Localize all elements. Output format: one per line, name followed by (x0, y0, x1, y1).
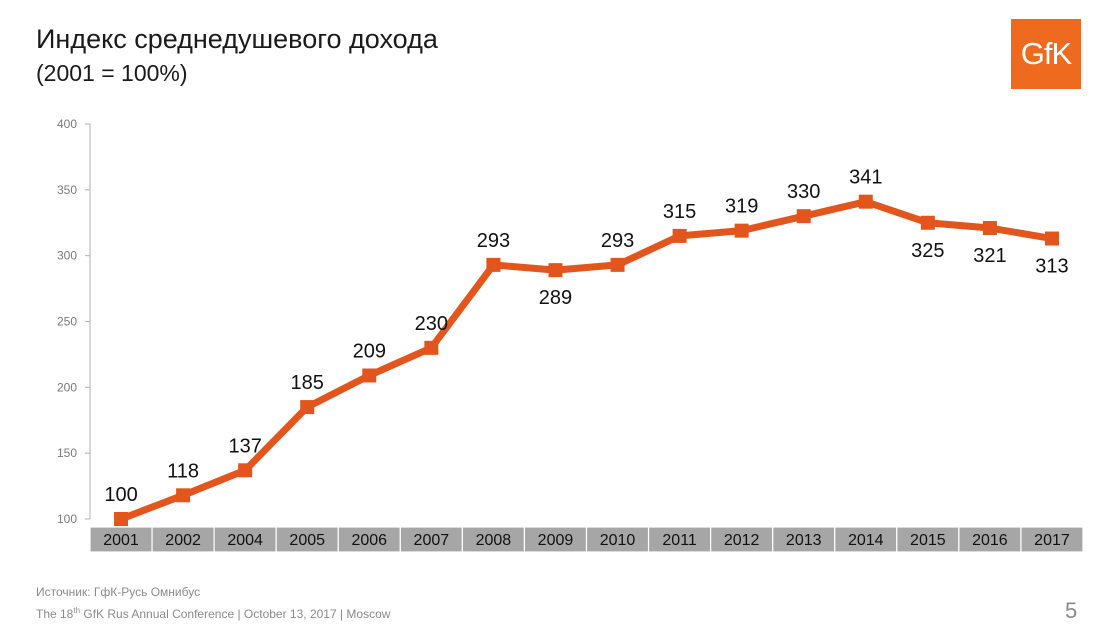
source-note: Источник: ГфК-Русь Омнибус (36, 585, 201, 599)
data-point (424, 340, 439, 355)
conference-note-sup: th (73, 606, 81, 615)
x-tick-label: 2016 (972, 532, 1008, 549)
data-point (362, 368, 377, 383)
page-number: 5 (1065, 598, 1078, 623)
data-label: 185 (291, 372, 324, 394)
x-tick-label: 2012 (724, 532, 760, 549)
x-tick-label: 2009 (538, 532, 574, 549)
y-tick-label: 250 (57, 315, 77, 329)
x-tick-label: 2010 (600, 532, 636, 549)
x-tick-label: 2006 (351, 532, 387, 549)
data-point (610, 257, 625, 272)
data-label: 321 (973, 245, 1006, 267)
chart-subtitle: (2001 = 100%) (36, 60, 188, 86)
category-cell (275, 526, 339, 553)
data-label: 100 (104, 484, 137, 506)
x-tick-label: 2002 (165, 532, 201, 549)
data-point (734, 223, 749, 238)
category-cell (399, 526, 463, 553)
category-cell (772, 526, 836, 553)
data-point (238, 463, 253, 478)
category-cell (523, 526, 588, 553)
category-cell (213, 526, 277, 553)
data-label: 325 (911, 240, 944, 262)
data-point (548, 263, 563, 278)
data-point (1044, 231, 1059, 246)
category-cell (151, 526, 215, 553)
y-tick-label: 100 (57, 512, 77, 526)
data-label: 137 (228, 435, 261, 457)
data-label: 118 (167, 460, 199, 482)
x-tick-label: 2005 (289, 532, 325, 549)
data-label: 289 (539, 287, 572, 309)
data-label: 293 (477, 230, 510, 252)
x-tick-label: 2008 (476, 532, 512, 549)
gfk-logo: GfK (1011, 19, 1081, 89)
data-point (858, 194, 873, 209)
data-label: 209 (353, 340, 386, 362)
conference-note-prefix: The 18 (36, 607, 74, 621)
category-cell (958, 526, 1022, 553)
category-cell (337, 526, 401, 553)
data-point (920, 215, 935, 230)
x-tick-label: 2017 (1034, 532, 1070, 549)
category-cell (710, 526, 774, 553)
data-label: 341 (849, 167, 882, 189)
category-cell (89, 526, 153, 553)
conference-note-rest: GfK Rus Annual Conference | October 13, … (80, 607, 391, 621)
y-tick-label: 150 (57, 446, 77, 460)
series-line (117, 198, 1056, 523)
chart-title: Индекс среднедушевого дохода (36, 24, 438, 54)
category-cell (1020, 526, 1084, 553)
category-cell (896, 526, 960, 553)
data-point (114, 512, 129, 526)
y-tick-label: 300 (57, 249, 77, 263)
data-point (982, 221, 997, 236)
data-point (486, 257, 501, 272)
conference-note: The 18th GfK Rus Annual Conference | Oct… (36, 606, 390, 621)
data-label: 293 (601, 230, 634, 252)
y-tick-label: 200 (57, 380, 77, 394)
y-tick-label: 350 (57, 183, 77, 197)
data-point (672, 228, 687, 243)
data-label: 230 (415, 313, 448, 335)
data-label: 319 (725, 196, 758, 218)
x-tick-label: 2015 (910, 532, 946, 549)
data-label: 315 (663, 201, 696, 223)
data-point (300, 400, 315, 415)
y-tick-label: 400 (57, 117, 77, 131)
x-tick-label: 2004 (227, 532, 263, 549)
x-tick-label: 2011 (662, 532, 697, 549)
data-label: 313 (1035, 256, 1068, 278)
data-point (796, 209, 811, 224)
x-tick-label: 2007 (414, 532, 450, 549)
x-tick-label: 2013 (786, 532, 822, 549)
category-cell (834, 526, 898, 553)
category-cell (461, 526, 526, 553)
x-tick-label: 2001 (103, 532, 139, 549)
data-point (176, 488, 191, 503)
data-label: 330 (787, 181, 820, 203)
x-tick-label: 2014 (848, 532, 884, 549)
